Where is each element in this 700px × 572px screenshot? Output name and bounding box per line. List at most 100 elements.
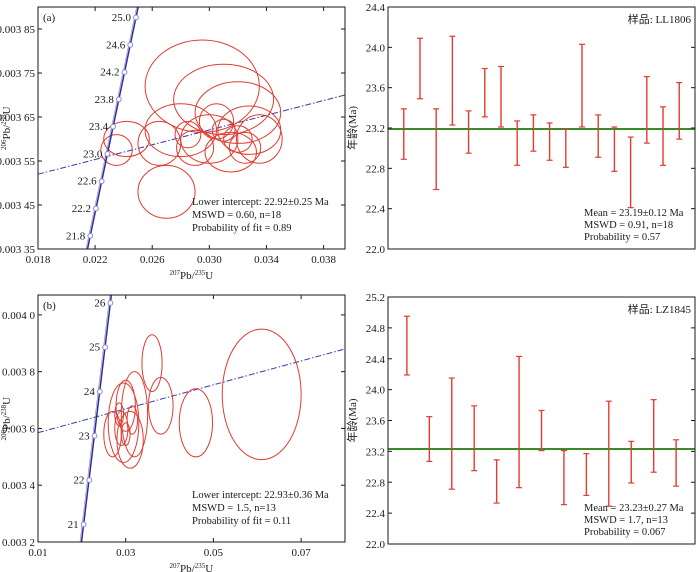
plot-frame [37, 6, 346, 250]
error-ellipse-15 [223, 125, 253, 153]
stat-annotation-3: Probability of fit = 0.89 [192, 223, 292, 234]
y-tick-label: 0.003 85 [0, 24, 36, 36]
error-ellipse-11 [126, 405, 139, 435]
concordia-marker-3 [91, 432, 98, 439]
y-tick-label: 24.0 [366, 42, 386, 54]
panel-label: (a) [43, 12, 56, 24]
y-axis-label: 年龄(Ma) [345, 398, 359, 442]
concordia-marker-2 [93, 205, 99, 212]
sample-label: 样品: LZ1845 [628, 302, 692, 316]
y-axis-label: 年龄(Ma) [345, 106, 359, 150]
concordia-age-label: 22 [73, 475, 84, 487]
age-error-bar-17 [660, 106, 667, 166]
age-error-bar-11 [562, 128, 569, 168]
x-tick-label: 0.03 [116, 547, 136, 559]
error-ellipse-1 [100, 134, 133, 166]
concordia-marker-4 [96, 388, 103, 395]
y-axis-label: 206Pb/238U [0, 397, 13, 441]
age-error-bar-5 [465, 110, 472, 154]
y-tick-label: 0.003 55 [0, 156, 36, 168]
y-tick-label: 0.003 2 [2, 537, 35, 549]
x-tick-label: 0.030 [197, 254, 222, 266]
age-error-bar-8 [514, 120, 521, 166]
panel-b: 21 22 23 24 25 26 0.01 0.03 0.05 0.07 0.003 2 0.003… [0, 294, 346, 572]
error-ellipse-4 [144, 39, 260, 133]
y-tick-label: 23.6 [366, 416, 386, 428]
error-ellipse-10 [176, 129, 215, 166]
concordia-marker-3 [98, 178, 105, 185]
y-tick-label: 0.003 8 [2, 367, 36, 379]
concordia-marker-6 [107, 300, 114, 306]
age-error-bar-11 [628, 440, 635, 484]
concordia-marker-5 [110, 123, 117, 130]
age-error-bar-10 [605, 400, 612, 507]
age-error-bar-4 [449, 35, 456, 126]
concordia-age-label: 25.0 [112, 12, 132, 24]
x-tick-label: 0.05 [204, 547, 224, 559]
y-tick-label: 0.003 6 [2, 423, 36, 435]
concordia-curve [80, 295, 113, 542]
x-tick-label: 0.018 [26, 254, 51, 266]
plot-frame [37, 294, 346, 543]
error-ellipse-18 [228, 131, 262, 164]
concordia-marker-4 [104, 151, 111, 157]
x-tick-label: 0.034 [254, 254, 279, 266]
error-ellipse-17 [211, 118, 236, 142]
y-tick-label: 24.4 [366, 2, 386, 14]
stat-annotation-1: Mean = 23.23±0.27 Ma [584, 503, 684, 514]
y-tick-label: 23.2 [366, 446, 385, 458]
y-tick-label: 0.003 4 [2, 480, 36, 492]
error-ellipse-8 [204, 131, 257, 173]
x-tick-label: 0.022 [83, 254, 108, 266]
age-error-bar-2 [416, 37, 423, 100]
panel-c: 22.0 22.4 22.8 23.2 23.6 24.0 24.4 样品: LL1806 年龄… [345, 2, 696, 256]
stat-annotation-1: Lower intercept: 22.93±0.36 Ma [192, 490, 329, 501]
panel-label: (b) [43, 300, 56, 312]
y-tick-label: 22.8 [366, 163, 386, 175]
error-ellipse-7 [180, 114, 239, 164]
age-error-bar-9 [583, 453, 590, 496]
stat-annotation-2: MSWD = 1.7, n=13 [584, 515, 668, 526]
stat-annotation-2: MSWD = 0.91, n=18 [584, 220, 673, 231]
age-error-bar-12 [579, 43, 586, 128]
error-ellipse-3 [144, 103, 217, 158]
y-tick-label: 24.8 [366, 323, 386, 335]
error-ellipse-5 [173, 63, 275, 136]
concordia-age-label: 24 [84, 386, 96, 398]
age-error-bar-13 [673, 439, 680, 487]
stat-annotation-2: MSWD = 1.5, n=13 [192, 503, 276, 514]
stat-annotation-3: Probability = 0.067 [584, 527, 665, 538]
y-tick-label: 0.003 75 [0, 68, 36, 80]
concordia-marker-1 [87, 232, 94, 239]
concordia-curve-edge [79, 295, 111, 542]
error-ellipse-16 [174, 120, 202, 149]
error-ellipse-14 [137, 164, 196, 219]
error-ellipse-2 [107, 382, 140, 464]
age-error-bar-13 [595, 114, 602, 158]
concordia-age-label: 23.0 [83, 148, 103, 160]
age-error-bar-16 [643, 75, 650, 144]
x-tick-label: 0.038 [311, 254, 336, 266]
concordia-age-label: 24.2 [100, 67, 119, 79]
error-ellipse-9 [221, 328, 302, 461]
discordia-line [38, 94, 345, 175]
y-tick-label: 22.0 [366, 244, 386, 256]
concordia-marker-2 [86, 477, 93, 484]
error-ellipse-2 [103, 120, 150, 158]
age-error-bar-9 [530, 114, 537, 152]
concordia-marker-7 [121, 69, 128, 76]
age-error-bar-3 [433, 108, 440, 191]
y-tick-label: 24.4 [366, 354, 386, 366]
y-tick-label: 24.0 [366, 385, 386, 397]
concordia-age-label: 23.4 [89, 121, 109, 133]
age-error-bar-8 [560, 450, 567, 506]
y-tick-label: 22.4 [366, 508, 386, 520]
concordia-age-label: 26 [94, 297, 106, 309]
concordia-age-label: 21.8 [66, 230, 86, 242]
age-error-bar-18 [676, 82, 683, 140]
y-tick-label: 0.003 45 [0, 200, 36, 212]
concordia-age-label: 21 [68, 519, 79, 531]
y-tick-label: 22.8 [366, 477, 386, 489]
age-error-bar-6 [481, 67, 488, 118]
y-tick-label: 23.6 [366, 83, 386, 95]
